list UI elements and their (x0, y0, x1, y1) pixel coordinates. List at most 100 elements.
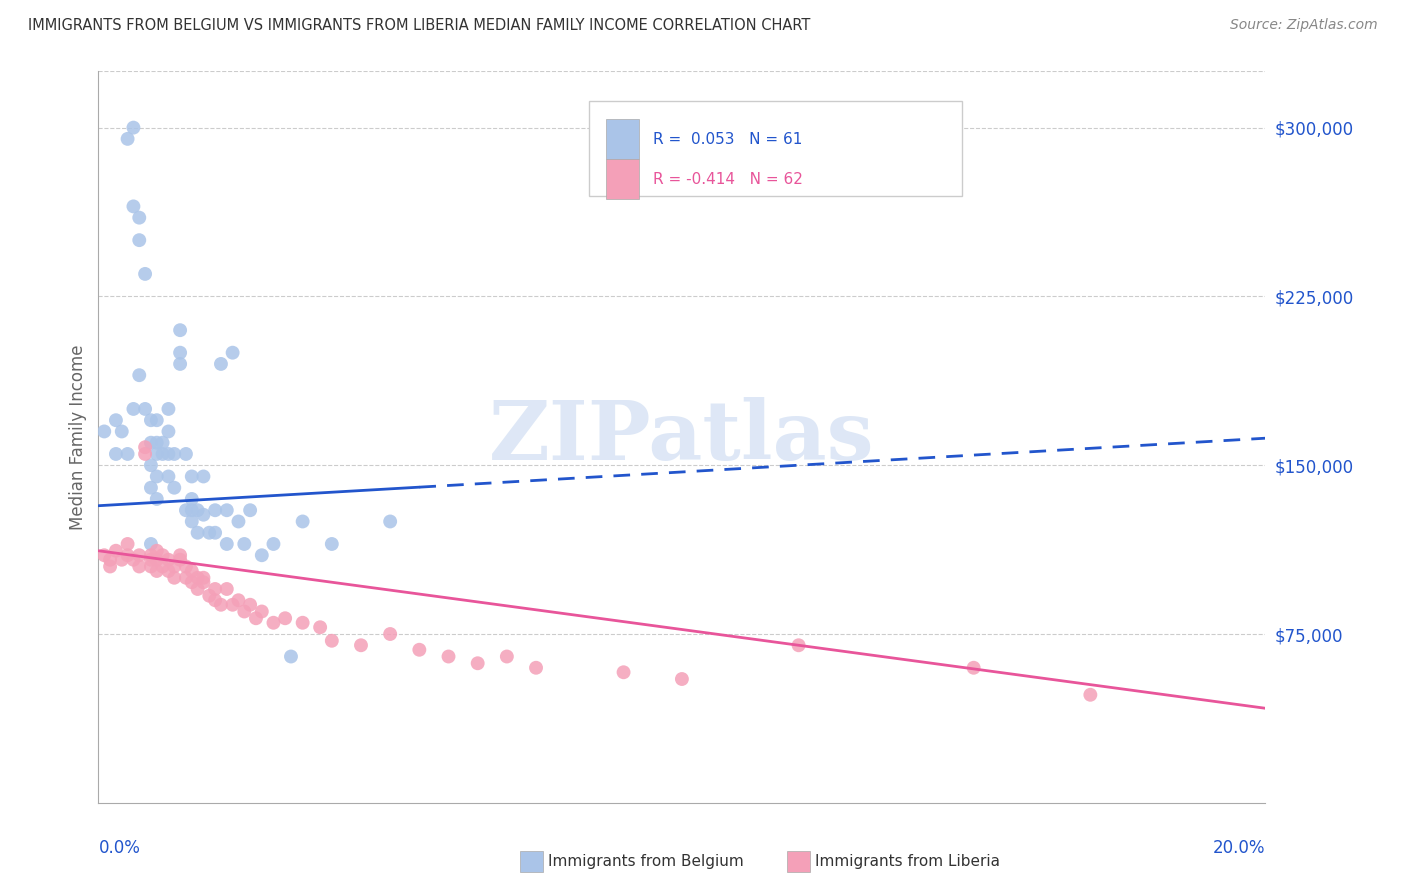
Point (93, 425, 115, 439)
Text: IMMIGRANTS FROM BELGIUM VS IMMIGRANTS FROM LIBERIA MEDIAN FAMILY INCOME CORRELAT: IMMIGRANTS FROM BELGIUM VS IMMIGRANTS FR… (28, 18, 810, 33)
Text: Immigrants from Belgium: Immigrants from Belgium (548, 855, 744, 869)
Point (309, 620, 332, 634)
Point (245, 611, 267, 625)
Point (134, 267, 156, 281)
Text: 20.0%: 20.0% (1213, 839, 1265, 857)
Point (163, 571, 186, 585)
Point (193, 469, 215, 483)
Point (146, 543, 169, 558)
Point (787, 638, 810, 652)
Point (233, 537, 256, 551)
Point (187, 582, 209, 596)
Text: Immigrants from Liberia: Immigrants from Liberia (815, 855, 1001, 869)
Point (152, 559, 174, 574)
Point (169, 345, 191, 359)
Point (104, 413, 127, 427)
Text: R =  0.053   N = 61: R = 0.053 N = 61 (652, 131, 801, 146)
Point (128, 548, 150, 562)
Point (496, 649, 519, 664)
Point (122, 199, 145, 213)
Point (204, 525, 226, 540)
Point (128, 233, 150, 247)
Point (350, 638, 373, 652)
Point (98, 559, 121, 574)
Point (117, 548, 139, 562)
Point (215, 537, 238, 551)
Point (146, 435, 169, 450)
Point (157, 553, 180, 567)
Point (239, 503, 262, 517)
Point (187, 525, 209, 540)
Point (180, 515, 202, 529)
Point (250, 605, 273, 619)
Point (380, 627, 402, 641)
Text: Source: ZipAtlas.com: Source: ZipAtlas.com (1230, 18, 1378, 32)
Point (146, 447, 169, 461)
Point (204, 593, 226, 607)
Point (180, 503, 202, 517)
Point (193, 508, 215, 522)
FancyBboxPatch shape (606, 119, 638, 159)
Point (169, 357, 191, 371)
Point (291, 515, 314, 529)
Point (139, 413, 162, 427)
Point (274, 611, 297, 625)
Point (111, 425, 134, 439)
Point (104, 447, 127, 461)
Point (157, 401, 180, 416)
Point (221, 598, 243, 612)
Point (204, 582, 226, 596)
FancyBboxPatch shape (589, 101, 962, 195)
Point (157, 564, 180, 578)
Point (128, 211, 150, 225)
Point (262, 537, 284, 551)
Point (134, 401, 156, 416)
Point (193, 571, 215, 585)
Point (174, 447, 197, 461)
Point (134, 447, 156, 461)
Point (228, 515, 250, 529)
Point (122, 553, 145, 567)
Point (204, 503, 226, 517)
Text: 0.0%: 0.0% (98, 839, 141, 857)
Point (239, 598, 262, 612)
Point (180, 469, 202, 483)
Point (139, 537, 162, 551)
Point (117, 537, 139, 551)
Point (128, 559, 150, 574)
Point (209, 598, 232, 612)
Point (169, 323, 191, 337)
Point (671, 672, 693, 686)
Point (152, 447, 174, 461)
Point (169, 548, 191, 562)
Point (139, 435, 162, 450)
Point (146, 564, 169, 578)
Point (193, 575, 215, 590)
Point (524, 661, 547, 675)
Point (187, 571, 209, 585)
FancyBboxPatch shape (606, 159, 638, 200)
Point (408, 642, 430, 657)
Point (163, 559, 186, 574)
Point (122, 401, 145, 416)
Point (221, 345, 243, 359)
Point (174, 559, 197, 574)
Point (198, 525, 221, 540)
Point (146, 491, 169, 506)
Point (180, 575, 202, 590)
Point (152, 548, 174, 562)
Point (157, 447, 180, 461)
Y-axis label: Median Family Income: Median Family Income (69, 344, 87, 530)
Point (93, 548, 115, 562)
Point (157, 469, 180, 483)
Point (250, 548, 273, 562)
Text: ZIPatlas: ZIPatlas (489, 397, 875, 477)
Point (152, 435, 174, 450)
Point (146, 553, 169, 567)
Point (122, 120, 145, 135)
Point (163, 447, 186, 461)
Point (321, 537, 343, 551)
Point (139, 458, 162, 473)
Point (262, 615, 284, 630)
Point (1080, 688, 1102, 702)
